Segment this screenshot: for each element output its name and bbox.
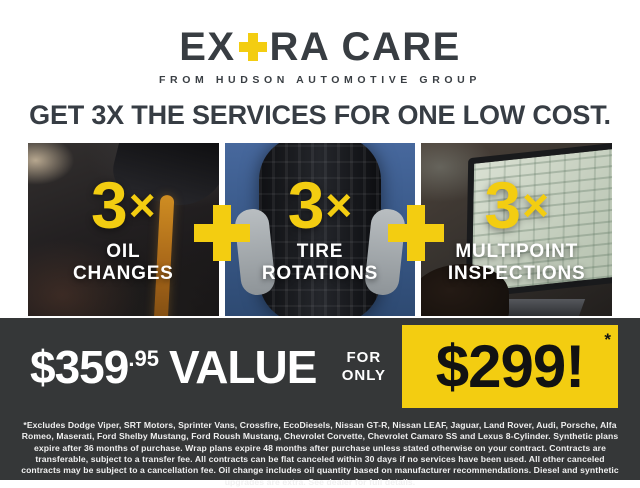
for-only-label: FOR ONLY (341, 348, 386, 384)
service-panels: 3× OIL CHANGES 3× TIRE ROTATIONS 3× MULT… (28, 143, 613, 316)
panel-multipoint-inspections: 3× MULTIPOINT INSPECTIONS (421, 143, 613, 316)
headline: GET 3X THE SERVICES FOR ONE LOW COST. (29, 100, 611, 130)
plus-icon (239, 33, 267, 61)
panel-oil-changes: 3× OIL CHANGES (28, 143, 219, 316)
tire-photo-shape (258, 143, 382, 316)
logo-tagline: FROM HUDSON AUTOMOTIVE GROUP (159, 74, 481, 86)
multiplier-3x: 3× (91, 167, 156, 242)
panel-label: OIL CHANGES (73, 240, 174, 284)
value-price: $359.95 VALUE (30, 340, 317, 393)
footnote-asterisk: * (604, 330, 611, 349)
panel-oil-content: 3× OIL CHANGES (28, 143, 219, 316)
multiplier-3x: 3× (287, 167, 353, 242)
times-symbol: × (325, 178, 353, 231)
times-symbol: × (128, 178, 156, 231)
panel-tire-rotations: 3× TIRE ROTATIONS (224, 143, 416, 316)
times-symbol: × (522, 178, 549, 231)
sale-price-box: $299! * (402, 325, 618, 408)
multiplier-3x: 3× (484, 167, 549, 242)
panel-tire-content: 3× TIRE ROTATIONS (225, 143, 416, 316)
value-dollars: $359 (30, 340, 129, 393)
sale-price: $299! (435, 332, 585, 400)
offer-band: $359.95 VALUE FOR ONLY $299! * *Excludes … (0, 318, 640, 487)
value-cents: .95 (128, 345, 159, 371)
plus-icon (194, 205, 250, 261)
plus-icon (388, 205, 444, 261)
panel-inspection-content: 3× MULTIPOINT INSPECTIONS (421, 143, 612, 316)
disclaimer-text: *Excludes Dodge Viper, SRT Motors, Sprin… (21, 420, 619, 487)
brand-logo: EX RA CARE (0, 25, 640, 69)
offer-row: $359.95 VALUE FOR ONLY $299! * (0, 318, 640, 408)
logo-word-start: EX (179, 25, 236, 69)
hand-photo-shape (421, 264, 510, 316)
value-word: VALUE (168, 340, 317, 393)
panel-label: MULTIPOINT INSPECTIONS (447, 240, 586, 284)
masthead: EX RA CARE FROM HUDSON AUTOMOTIVE GROUP (0, 0, 640, 86)
panel-label: TIRE ROTATIONS (261, 240, 379, 284)
logo-word-end: RA CARE (269, 25, 461, 69)
